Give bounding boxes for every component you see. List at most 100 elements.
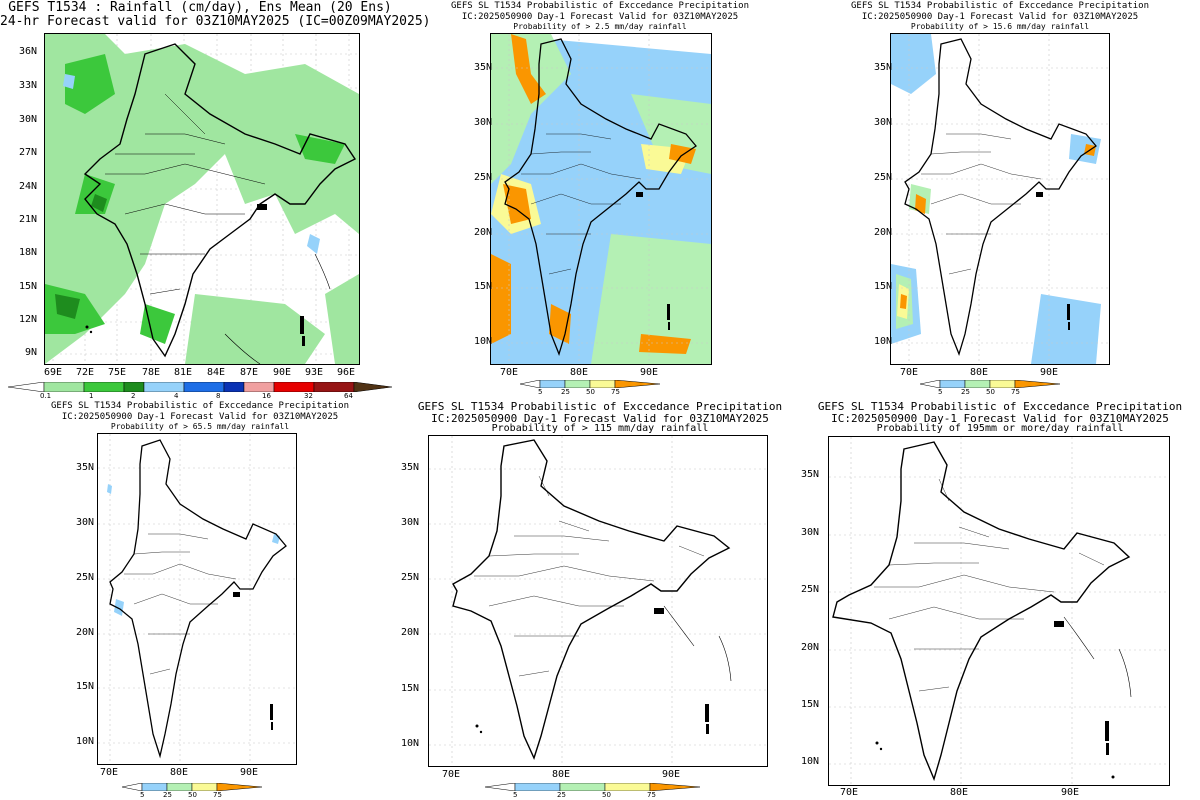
- colorbar-label: 75: [1011, 388, 1020, 396]
- panel-subtitle: IC:2025050900 Day-1 Forecast Valid for 0…: [61, 412, 339, 422]
- map-canvas: [429, 436, 767, 766]
- lat-tick: 15N: [401, 683, 420, 694]
- colorbar-label: 25: [557, 791, 566, 799]
- lat-tick: 15N: [474, 281, 493, 292]
- lat-tick: 35N: [401, 462, 420, 473]
- colorbar-label: 50: [986, 388, 995, 396]
- lon-tick: 84E: [207, 367, 226, 378]
- map-canvas: [98, 434, 296, 764]
- panel-threshold: Probability of 195mm or more/day rainfal…: [876, 423, 1124, 434]
- lon-tick: 87E: [240, 367, 259, 378]
- colorbar-label: 32: [304, 392, 313, 400]
- prob-map-115mm: [428, 435, 768, 767]
- panel-title: GEFS SL T1534 Probabilistic of Exccedanc…: [417, 400, 783, 413]
- colorbar-label: 50: [586, 388, 595, 396]
- colorbar-label: 75: [213, 791, 222, 799]
- lon-tick: 70E: [500, 367, 519, 378]
- lat-tick: 18N: [19, 247, 38, 258]
- lat-tick: 30N: [19, 114, 38, 125]
- prob-colorbar: [485, 783, 700, 791]
- prob-colorbar: [520, 380, 660, 388]
- boundaries: [109, 439, 287, 759]
- lon-tick: 69E: [44, 367, 63, 378]
- lon-tick: 90E: [1061, 787, 1080, 798]
- lat-tick: 30N: [801, 527, 820, 538]
- lat-tick: 30N: [874, 117, 893, 128]
- colorbar-label: 25: [561, 388, 570, 396]
- lat-tick: 20N: [874, 227, 893, 238]
- colorbar-label: 50: [188, 791, 197, 799]
- colorbar-label: 64: [344, 392, 353, 400]
- rainfall-colorbar: [8, 382, 392, 392]
- lon-tick: 81E: [174, 367, 193, 378]
- map-canvas: [45, 34, 359, 364]
- graticule: [491, 34, 711, 364]
- panel-prob-195mm: GEFS SL T1534 Probabilistic of Exccedanc…: [800, 400, 1200, 800]
- colorbar-label: 5: [140, 791, 145, 799]
- lon-tick: 93E: [305, 367, 324, 378]
- lat-tick: 10N: [801, 756, 820, 767]
- lat-tick: 35N: [801, 469, 820, 480]
- prob-map-195mm: [828, 436, 1170, 786]
- panel-prob-65-5mm: GEFS SL T1534 Probabilistic of Exccedanc…: [0, 400, 400, 800]
- panel-subtitle: IC:2025050900 Day-1 Forecast Valid for 0…: [461, 12, 739, 22]
- lat-tick: 24N: [19, 181, 38, 192]
- islands: [475, 608, 709, 734]
- lat-tick: 10N: [874, 336, 893, 347]
- prob-colorbar: [122, 783, 262, 791]
- lon-tick: 70E: [442, 769, 461, 780]
- prob-map-2-5mm: [490, 33, 712, 365]
- lat-tick: 25N: [801, 584, 820, 595]
- panel-threshold: Probability of > 2.5 mm/day rainfall: [513, 22, 687, 31]
- colorbar-label: 2: [131, 392, 136, 400]
- graticule: [891, 34, 1109, 364]
- lat-tick: 33N: [19, 80, 38, 91]
- lon-tick: 96E: [337, 367, 356, 378]
- map-canvas: [491, 34, 711, 364]
- colorbar-label: 50: [602, 791, 611, 799]
- lon-tick: 70E: [100, 767, 119, 778]
- lat-tick: 30N: [474, 117, 493, 128]
- lon-tick: 90E: [640, 367, 659, 378]
- lon-tick: 90E: [273, 367, 292, 378]
- colorbar-label: 75: [611, 388, 620, 396]
- lat-tick: 15N: [801, 699, 820, 710]
- panel-subtitle: 24-hr Forecast valid for 03Z10MAY2025 (I…: [0, 14, 431, 29]
- rainfall-mean-map: [44, 33, 360, 365]
- colorbar-label: 5: [513, 791, 518, 799]
- lon-tick: 90E: [1040, 367, 1059, 378]
- lat-tick: 36N: [19, 46, 38, 57]
- colorbar-label: 4: [174, 392, 179, 400]
- boundaries: [452, 439, 732, 760]
- panel-prob-2-5mm: GEFS SL T1534 Probabilistic of Exccedanc…: [400, 0, 800, 400]
- lat-tick: 25N: [76, 572, 95, 583]
- panel-prob-115mm: GEFS SL T1534 Probabilistic of Exccedanc…: [400, 400, 800, 800]
- lat-tick: 35N: [474, 62, 493, 73]
- lat-tick: 27N: [19, 147, 38, 158]
- lon-tick: 80E: [170, 767, 189, 778]
- lat-tick: 30N: [76, 517, 95, 528]
- lat-tick: 21N: [19, 214, 38, 225]
- lat-tick: 15N: [19, 281, 38, 292]
- lat-tick: 20N: [474, 227, 493, 238]
- lat-tick: 12N: [19, 314, 38, 325]
- graticule: [429, 436, 767, 766]
- lat-tick: 20N: [76, 627, 95, 638]
- boundaries: [904, 38, 1097, 356]
- islands: [1036, 192, 1070, 330]
- lat-tick: 25N: [401, 572, 420, 583]
- lon-tick: 80E: [950, 787, 969, 798]
- lat-tick: 20N: [401, 627, 420, 638]
- lon-tick: 70E: [840, 787, 859, 798]
- lat-tick: 10N: [76, 736, 95, 747]
- lon-tick: 80E: [970, 367, 989, 378]
- prob-fields: [891, 34, 1101, 364]
- lat-tick: 10N: [474, 336, 493, 347]
- prob-fields: [107, 484, 280, 616]
- prob-map-65-5mm: [97, 433, 297, 765]
- panel-title: GEFS SL T1534 Probabilistic of Exccedanc…: [50, 401, 349, 411]
- colorbar-label: 5: [938, 388, 943, 396]
- panel-ensemble-mean: GEFS T1534 : Rainfall (cm/day), Ens Mean…: [0, 0, 431, 400]
- lon-tick: 70E: [900, 367, 919, 378]
- lon-tick: 90E: [240, 767, 259, 778]
